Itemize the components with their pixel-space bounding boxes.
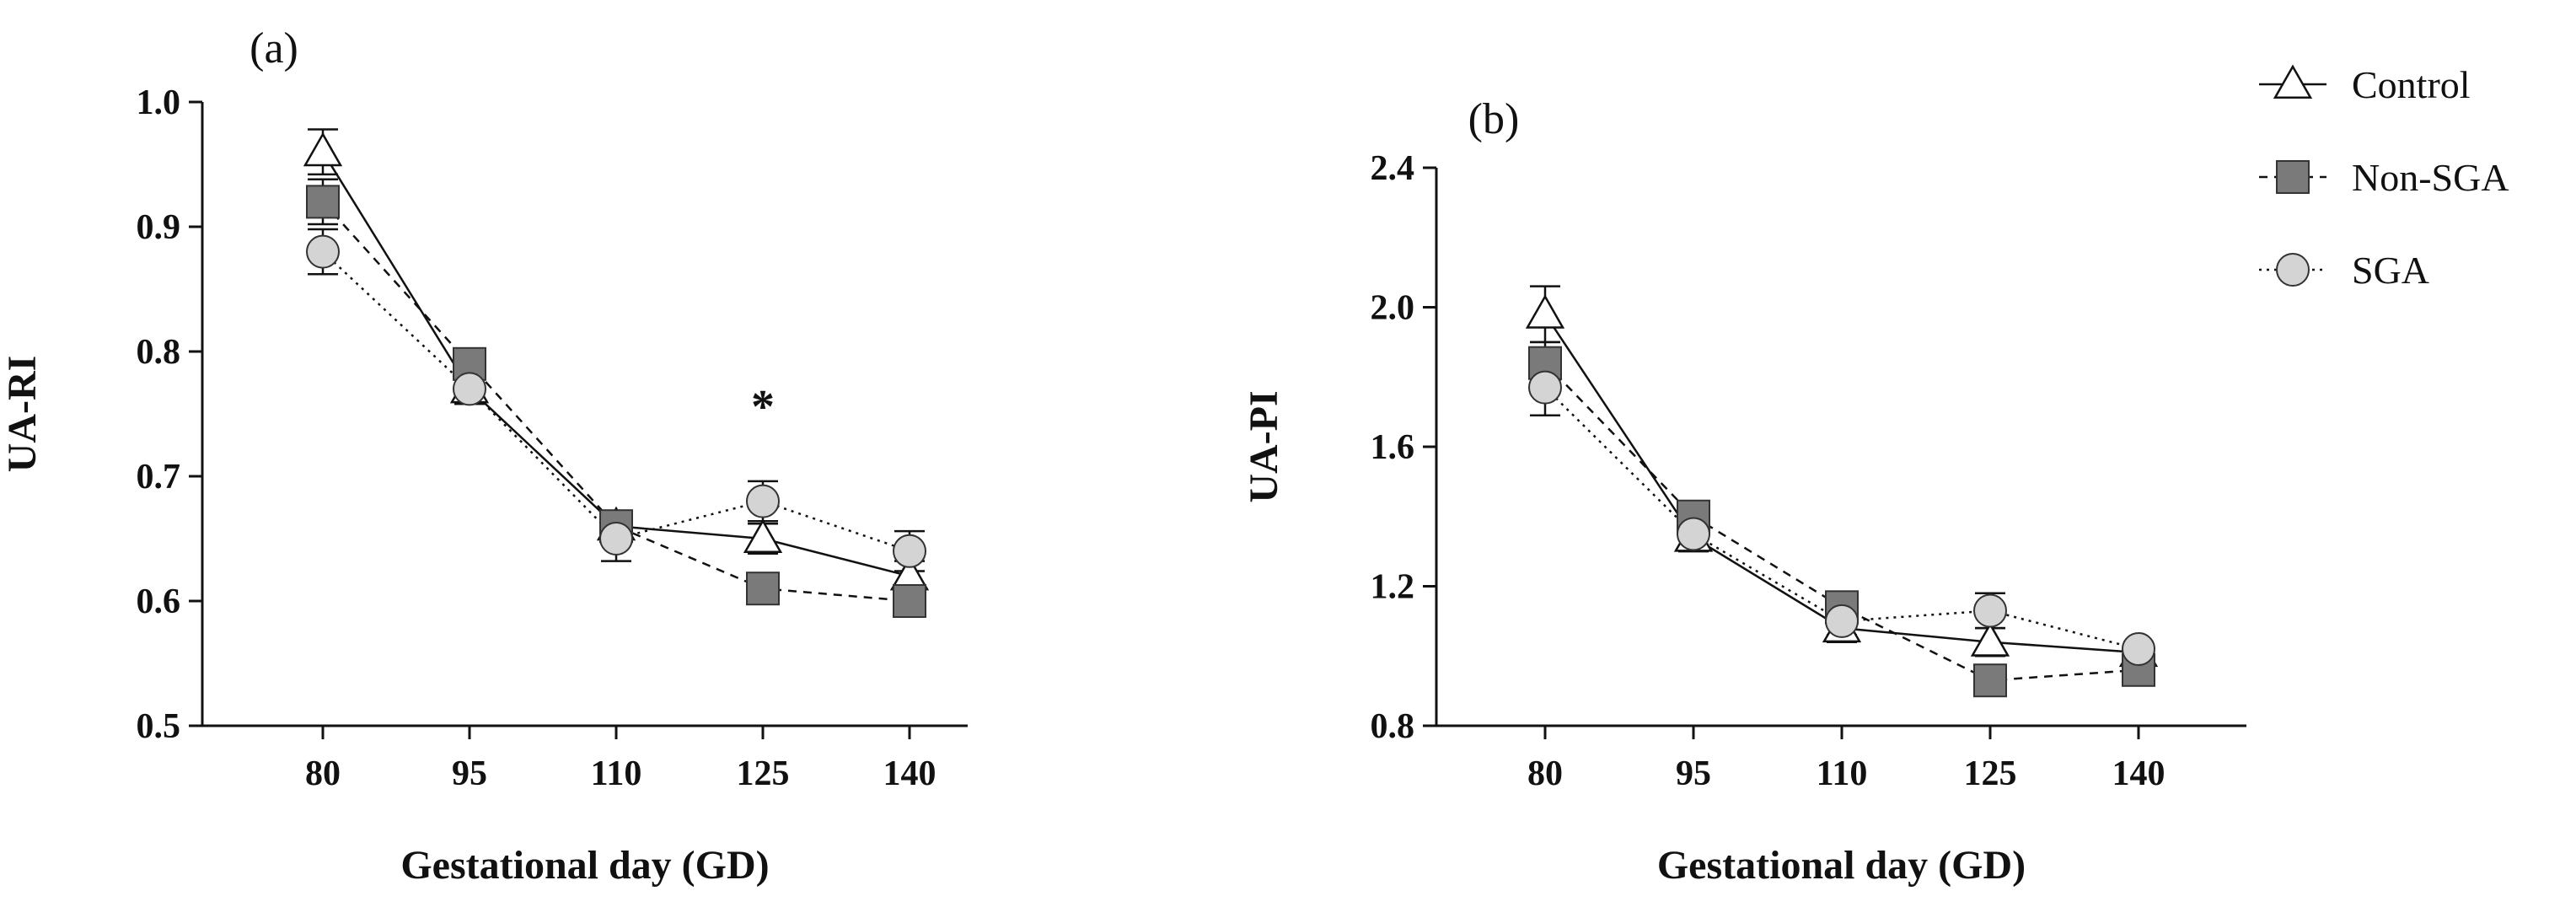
- x-tick-label: 80: [305, 754, 341, 793]
- legend-label-sga: SGA: [2352, 249, 2429, 292]
- data-point-non-sga: [893, 584, 926, 618]
- y-tick-label: 2.0: [1371, 289, 1415, 328]
- legend: Control Non-SGA SGA: [2259, 63, 2509, 292]
- data-point-sga: [1677, 517, 1710, 551]
- x-axis-title: Gestational day (GD): [1657, 843, 2026, 888]
- panel-a: (a) 0.5 0.6 0.7 0.8 0.9 1.0 80 95 110 125 140 Gestat…: [0, 24, 968, 888]
- x-tick-label: 80: [1527, 754, 1563, 793]
- data-point-control: [303, 131, 343, 167]
- y-axis-title: UA-RI: [0, 356, 45, 473]
- data-point-sga: [2122, 631, 2155, 666]
- y-tick-label: 1.6: [1371, 428, 1415, 467]
- panel-label: (b): [1468, 95, 1520, 143]
- legend-marker-sga: [2276, 253, 2310, 287]
- data-point-control: [1970, 622, 2010, 657]
- x-tick-label: 140: [2112, 754, 2165, 793]
- x-tick-label: 140: [883, 754, 936, 793]
- significance-marker: *: [751, 381, 775, 433]
- data-point-non-sga: [746, 572, 780, 606]
- series-line-sga: [322, 250, 910, 552]
- data-point-sga: [746, 484, 780, 518]
- panel-label: (a): [250, 24, 298, 72]
- data-point-sga: [1973, 593, 2007, 628]
- data-point-non-sga: [1973, 663, 2007, 698]
- y-tick-label: 0.8: [1371, 707, 1415, 746]
- x-tick-label: 95: [452, 754, 487, 793]
- y-tick-label: 0.9: [137, 208, 181, 247]
- x-axis-title: Gestational day (GD): [400, 843, 769, 888]
- y-tick-label: 1.0: [137, 83, 181, 122]
- y-tick-label: 0.8: [137, 333, 181, 372]
- y-tick-label: 0.6: [137, 582, 181, 621]
- legend-marker-non-sga: [2276, 160, 2310, 194]
- data-point-sga: [1528, 370, 1562, 405]
- y-tick-label: 2.4: [1371, 149, 1415, 188]
- panel-b: (b) 0.8 1.2 1.6 2.0 2.4 80 95 110 125 140 Gestation…: [1242, 95, 2246, 888]
- data-point-control: [743, 518, 783, 553]
- legend-marker-control: [2273, 64, 2313, 99]
- legend-label-non-sga: Non-SGA: [2352, 156, 2509, 199]
- y-tick-label: 0.5: [137, 707, 181, 746]
- data-point-sga: [893, 534, 926, 568]
- x-tick-label: 125: [737, 754, 790, 793]
- data-point-sga: [453, 372, 486, 406]
- legend-label-control: Control: [2352, 63, 2471, 106]
- data-point-sga: [1825, 604, 1859, 638]
- x-tick-label: 110: [1817, 754, 1868, 793]
- data-point-sga: [306, 234, 340, 269]
- data-point-sga: [599, 522, 633, 555]
- data-point-control: [1525, 294, 1565, 329]
- y-tick-label: 0.7: [137, 458, 181, 496]
- y-tick-label: 1.2: [1371, 568, 1415, 607]
- data-point-non-sga: [306, 185, 340, 219]
- x-tick-label: 125: [1964, 754, 2017, 793]
- x-tick-label: 95: [1676, 754, 1711, 793]
- x-tick-label: 110: [591, 754, 642, 793]
- y-axis-title: UA-PI: [1242, 390, 1286, 502]
